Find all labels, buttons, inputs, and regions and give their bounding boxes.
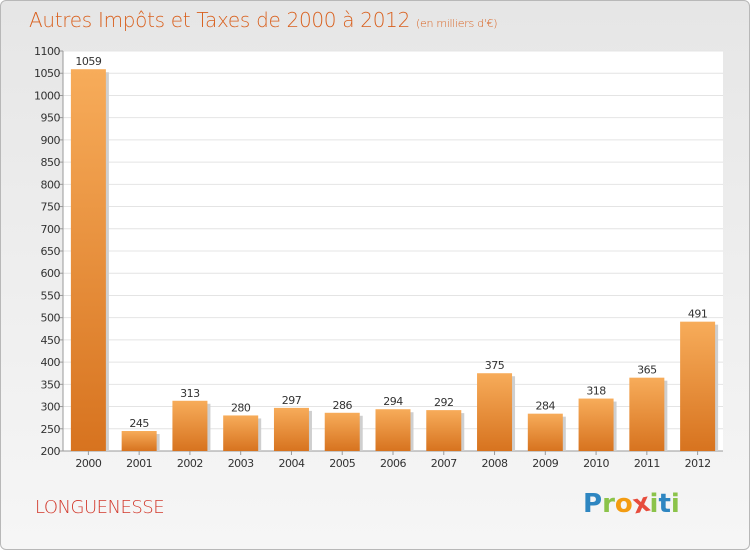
bar-value-label: 1059 — [75, 55, 101, 68]
logo-letter: P — [583, 489, 603, 519]
y-tick-label: 200 — [41, 445, 61, 458]
proxiti-logo: Proxiti — [583, 488, 680, 521]
y-tick-label: 950 — [41, 112, 61, 125]
x-tick-label: 2005 — [329, 457, 355, 470]
y-tick-label: 1100 — [34, 45, 60, 58]
y-tick-label: 300 — [41, 401, 61, 414]
logo-letter: o — [614, 489, 633, 519]
bar — [273, 407, 309, 451]
y-tick-label: 700 — [41, 223, 61, 236]
x-tick-label: 2000 — [75, 457, 101, 470]
bar-value-label: 365 — [637, 364, 657, 377]
chart-title: Autres Impôts et Taxes de 2000 à 2012 (en… — [29, 8, 497, 32]
chart-subtitle: (en milliers d'€) — [416, 17, 498, 30]
bar — [426, 410, 462, 451]
x-tick-label: 2011 — [634, 457, 660, 470]
bar-value-label: 294 — [383, 395, 403, 408]
x-tick-label: 2003 — [228, 457, 254, 470]
bar — [629, 377, 665, 451]
town-name: LONGUENESSE — [35, 497, 165, 518]
x-tick-label: 2001 — [126, 457, 152, 470]
x-tick-label: 2004 — [278, 457, 304, 470]
bar — [172, 400, 208, 451]
y-tick-label: 400 — [41, 356, 61, 369]
y-tick-label: 350 — [41, 378, 61, 391]
logo-letter: i — [649, 489, 659, 519]
y-tick-label: 750 — [41, 201, 61, 214]
logo-letter: r — [602, 489, 615, 519]
bar-value-label: 286 — [332, 399, 352, 412]
y-tick-label: 900 — [41, 134, 61, 147]
bar-value-label: 375 — [485, 359, 505, 372]
x-tick-label: 2012 — [685, 457, 711, 470]
bar-value-label: 297 — [282, 394, 302, 407]
y-tick-label: 500 — [41, 312, 61, 325]
bar-value-label: 318 — [586, 385, 606, 398]
logo-letter: i — [670, 489, 680, 519]
x-tick-label: 2010 — [583, 457, 609, 470]
bar-value-label: 292 — [434, 396, 454, 409]
x-tick-label: 2007 — [431, 457, 457, 470]
bar — [578, 398, 614, 451]
y-tick-label: 1000 — [34, 89, 60, 102]
bar — [121, 431, 157, 451]
chart-title-text: Autres Impôts et Taxes de 2000 à 2012 — [29, 8, 410, 32]
bar — [375, 409, 411, 451]
x-tick-label: 2006 — [380, 457, 406, 470]
bar — [680, 321, 716, 451]
bar-value-label: 284 — [536, 400, 556, 413]
y-tick-label: 800 — [41, 178, 61, 191]
y-tick-label: 650 — [41, 245, 61, 258]
bar-value-label: 280 — [231, 401, 251, 414]
x-tick-label: 2008 — [482, 457, 508, 470]
bar — [324, 412, 360, 451]
y-tick-label: 1050 — [34, 67, 60, 80]
y-tick-label: 550 — [41, 289, 61, 302]
bar — [477, 373, 513, 451]
y-tick-label: 600 — [41, 267, 61, 280]
bar-value-label: 245 — [129, 417, 149, 430]
bar — [223, 415, 259, 451]
logo-letter: t — [658, 489, 671, 519]
bar — [527, 413, 563, 451]
bar — [70, 69, 106, 451]
y-tick-label: 450 — [41, 334, 61, 347]
bar-value-label: 491 — [688, 308, 708, 321]
y-tick-label: 250 — [41, 423, 61, 436]
x-tick-label: 2009 — [532, 457, 558, 470]
x-tick-label: 2002 — [177, 457, 203, 470]
bar-value-label: 313 — [180, 387, 200, 400]
y-tick-label: 850 — [41, 156, 61, 169]
